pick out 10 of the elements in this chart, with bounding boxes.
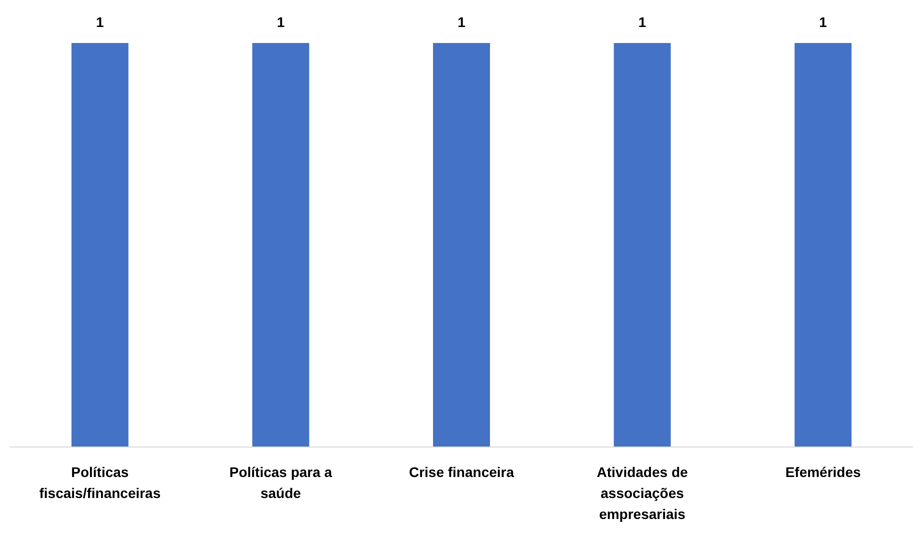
x-tick-label: Efemérides xyxy=(785,464,862,480)
x-tick-label: Crise financeira xyxy=(408,464,514,480)
data-label: 1 xyxy=(96,14,104,30)
x-tick-label: Políticas fiscais/financeiras xyxy=(39,464,161,501)
data-label: 1 xyxy=(638,14,646,30)
x-tick-label: Políticas para a saúde xyxy=(229,464,332,501)
data-label: 1 xyxy=(819,14,828,30)
data-label: 1 xyxy=(458,14,466,30)
x-tick-label: Atividades de associações empresariais xyxy=(596,464,688,522)
data-label: 1 xyxy=(276,14,285,30)
